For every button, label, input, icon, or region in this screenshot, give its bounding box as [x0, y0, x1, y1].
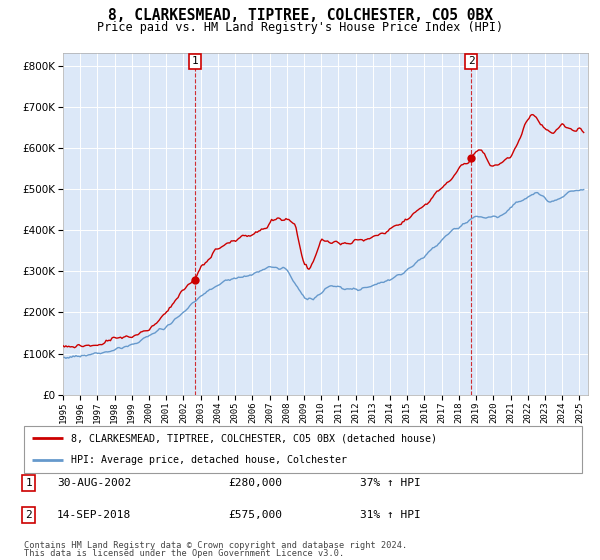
Text: 1: 1 [191, 57, 199, 67]
Text: 2: 2 [468, 57, 475, 67]
Text: Contains HM Land Registry data © Crown copyright and database right 2024.: Contains HM Land Registry data © Crown c… [24, 541, 407, 550]
Text: 31% ↑ HPI: 31% ↑ HPI [360, 510, 421, 520]
Text: £575,000: £575,000 [228, 510, 282, 520]
Text: This data is licensed under the Open Government Licence v3.0.: This data is licensed under the Open Gov… [24, 549, 344, 558]
Text: 1: 1 [25, 478, 32, 488]
FancyBboxPatch shape [24, 426, 582, 473]
Text: 2: 2 [25, 510, 32, 520]
Text: Price paid vs. HM Land Registry's House Price Index (HPI): Price paid vs. HM Land Registry's House … [97, 21, 503, 34]
Text: HPI: Average price, detached house, Colchester: HPI: Average price, detached house, Colc… [71, 455, 347, 465]
Text: £280,000: £280,000 [228, 478, 282, 488]
Text: 30-AUG-2002: 30-AUG-2002 [57, 478, 131, 488]
Text: 8, CLARKESMEAD, TIPTREE, COLCHESTER, CO5 0BX (detached house): 8, CLARKESMEAD, TIPTREE, COLCHESTER, CO5… [71, 433, 437, 444]
Text: 8, CLARKESMEAD, TIPTREE, COLCHESTER, CO5 0BX: 8, CLARKESMEAD, TIPTREE, COLCHESTER, CO5… [107, 8, 493, 24]
Text: 14-SEP-2018: 14-SEP-2018 [57, 510, 131, 520]
Text: 37% ↑ HPI: 37% ↑ HPI [360, 478, 421, 488]
